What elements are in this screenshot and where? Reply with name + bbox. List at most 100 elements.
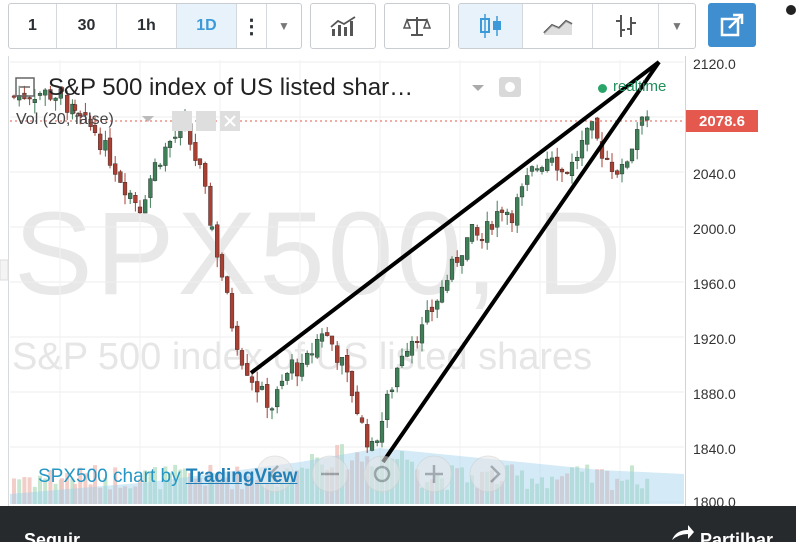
volume-bar bbox=[500, 481, 504, 504]
price-tick: 1880.0 bbox=[693, 386, 736, 402]
volume-bar bbox=[235, 466, 240, 504]
volume-bar bbox=[260, 484, 264, 504]
volume-bar bbox=[108, 489, 112, 504]
candle-body bbox=[355, 391, 360, 414]
volume-bar bbox=[540, 477, 544, 504]
price-tick: 1960.0 bbox=[693, 276, 736, 292]
compare-button[interactable] bbox=[385, 4, 449, 48]
symbol-title[interactable]: S&P 500 index of US listed shar… bbox=[48, 74, 414, 101]
candle-body bbox=[219, 254, 225, 278]
candle-body bbox=[339, 357, 345, 366]
candle-body bbox=[419, 324, 425, 344]
corner-marker bbox=[786, 5, 796, 15]
candle-body bbox=[59, 87, 65, 92]
interval-dropdown-icon[interactable]: ▼ bbox=[278, 19, 290, 33]
candle-body bbox=[369, 441, 375, 451]
volume-bar bbox=[515, 475, 520, 504]
chart-style-dropdown-icon[interactable]: ▼ bbox=[671, 19, 683, 33]
chart-attribution: SPX500 chart by TradingView bbox=[38, 466, 297, 488]
volume-indicator-label[interactable]: Vol (20, false) bbox=[16, 111, 114, 128]
vol-settings-icon[interactable] bbox=[196, 111, 216, 131]
interval-1d-button[interactable]: 1D bbox=[177, 4, 237, 48]
reset-icon bbox=[373, 465, 391, 483]
volume-bar bbox=[60, 478, 64, 504]
candle-body bbox=[409, 340, 415, 356]
volume-bar bbox=[38, 475, 42, 504]
candle-body bbox=[148, 178, 153, 198]
volume-bar bbox=[345, 469, 350, 504]
volume-bar bbox=[510, 464, 514, 504]
volume-bar bbox=[93, 465, 97, 504]
candle-body bbox=[173, 136, 178, 139]
volume-bar bbox=[163, 466, 168, 504]
candle-body bbox=[329, 335, 335, 345]
symbol-watermark: SPX500, D bbox=[14, 188, 625, 320]
candle-body bbox=[128, 192, 133, 199]
interval-1m-button[interactable]: 1 bbox=[9, 4, 57, 48]
interval-1h-button[interactable]: 1h bbox=[117, 4, 177, 48]
follow-button[interactable]: Seguir bbox=[24, 530, 81, 550]
left-panel-handle[interactable] bbox=[0, 259, 9, 281]
chevron-right-icon bbox=[490, 465, 501, 483]
volume-bar bbox=[440, 478, 444, 504]
candle-body bbox=[279, 380, 285, 386]
volume-bar bbox=[290, 480, 294, 504]
candle-body bbox=[505, 211, 510, 215]
candle-body bbox=[65, 94, 70, 113]
volume-bar bbox=[88, 484, 93, 504]
volume-bar bbox=[530, 478, 534, 504]
candles-style-button[interactable] bbox=[459, 4, 523, 48]
volume-bar bbox=[495, 484, 500, 504]
candle-body bbox=[53, 97, 58, 101]
attribution-prefix: SPX500 chart by bbox=[38, 466, 186, 487]
volume-bar bbox=[295, 470, 300, 504]
collapse-legend-icon[interactable] bbox=[15, 77, 35, 97]
volume-bar bbox=[123, 486, 127, 504]
candle-body bbox=[133, 195, 138, 204]
bottom-action-bar bbox=[0, 506, 796, 542]
candle-body bbox=[579, 140, 585, 159]
volume-bar bbox=[620, 480, 624, 504]
volume-bar bbox=[550, 476, 554, 504]
scroll-right-button[interactable] bbox=[469, 455, 507, 493]
volume-bar bbox=[405, 459, 410, 504]
volume-bar bbox=[570, 467, 574, 504]
interval-30m-button[interactable]: 30 bbox=[57, 4, 117, 48]
reset-zoom-button[interactable] bbox=[363, 455, 401, 493]
vol-dropdown-icon[interactable] bbox=[142, 116, 154, 122]
candle-body bbox=[32, 99, 37, 103]
volume-bar bbox=[83, 473, 88, 504]
volume-bar bbox=[153, 467, 157, 504]
bars-style-button[interactable] bbox=[593, 4, 659, 48]
candle-body bbox=[359, 417, 365, 423]
candle-body bbox=[619, 164, 625, 175]
share-icon[interactable] bbox=[670, 524, 694, 542]
line-style-button[interactable] bbox=[523, 4, 593, 48]
chevron-left-icon bbox=[268, 465, 279, 483]
candle-body bbox=[245, 363, 250, 376]
scroll-left-button[interactable] bbox=[256, 455, 294, 493]
volume-bar bbox=[645, 478, 650, 504]
popout-button[interactable] bbox=[708, 3, 756, 47]
candle-body bbox=[152, 162, 158, 181]
vol-visibility-icon[interactable] bbox=[172, 111, 192, 131]
volume-bar bbox=[425, 482, 430, 504]
volume-bar bbox=[625, 479, 630, 504]
volume-bar bbox=[360, 461, 364, 504]
volume-bar bbox=[17, 479, 22, 504]
legend-dropdown-icon[interactable] bbox=[472, 85, 484, 91]
volume-bar bbox=[575, 466, 580, 504]
price-tick: 2120.0 bbox=[693, 56, 736, 72]
share-button[interactable]: Partilhar bbox=[700, 530, 774, 550]
candle-body bbox=[118, 171, 123, 183]
candle-body bbox=[107, 137, 113, 166]
volume-bar bbox=[520, 470, 524, 504]
volume-bar bbox=[445, 489, 450, 504]
indicators-button[interactable] bbox=[311, 4, 375, 48]
candle-body bbox=[435, 300, 440, 310]
more-intervals-icon[interactable]: ⋮ bbox=[237, 4, 267, 48]
tradingview-link[interactable]: TradingView bbox=[185, 466, 298, 487]
candle-body bbox=[519, 186, 525, 198]
candle-body bbox=[539, 167, 545, 172]
